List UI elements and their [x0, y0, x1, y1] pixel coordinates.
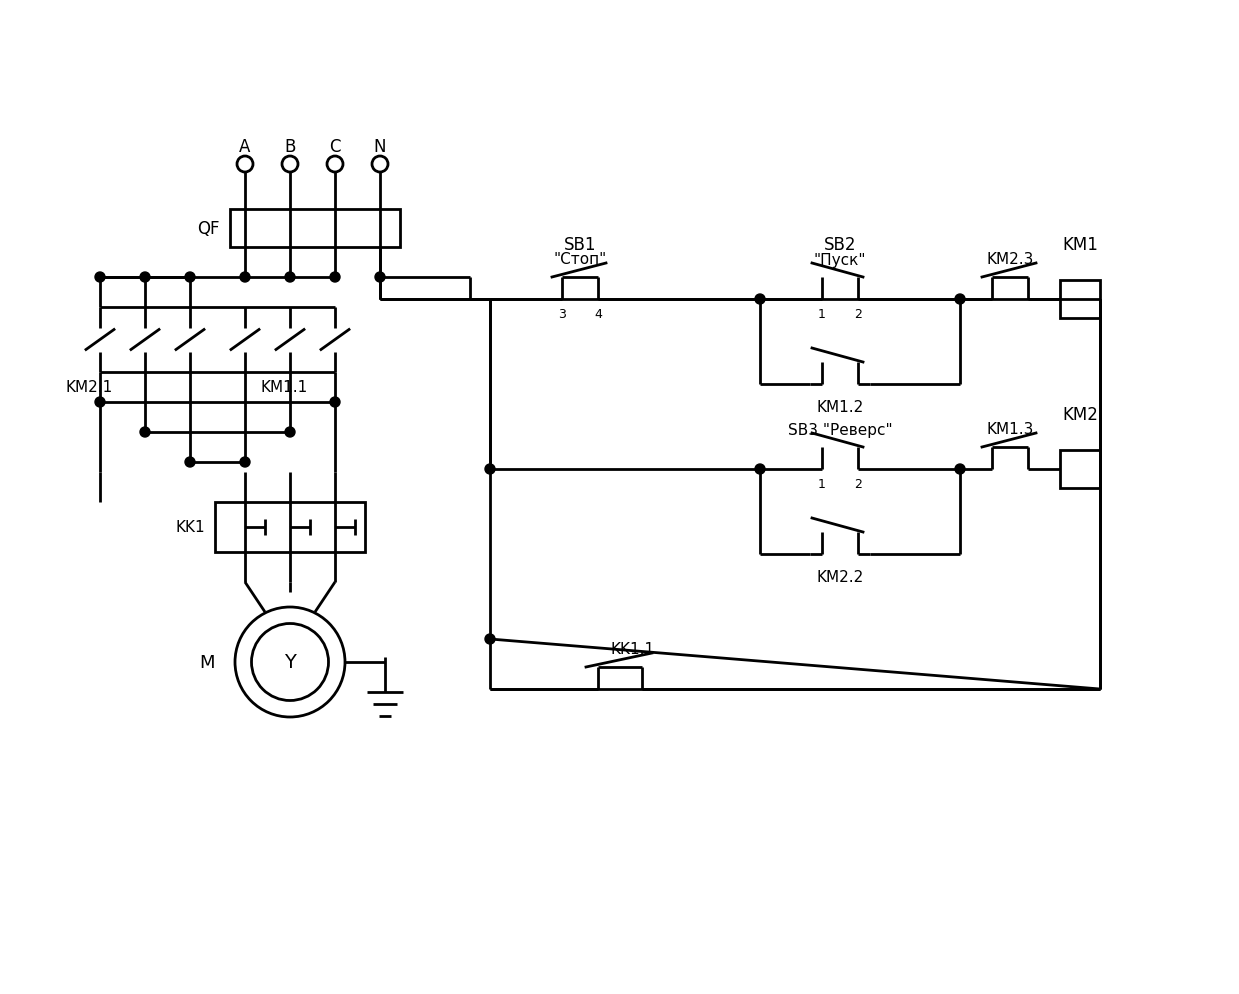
Text: 2: 2: [854, 307, 862, 320]
Text: KK1: KK1: [176, 520, 204, 535]
Circle shape: [484, 464, 496, 474]
Text: KM2.3: KM2.3: [986, 252, 1033, 267]
Text: KM1: KM1: [1062, 236, 1098, 253]
Circle shape: [955, 294, 965, 305]
Bar: [1061, 280, 1100, 319]
Bar: [1061, 450, 1100, 488]
Circle shape: [140, 427, 150, 437]
Circle shape: [484, 634, 496, 644]
Circle shape: [95, 272, 105, 282]
Text: KK1.1: KK1.1: [610, 642, 654, 657]
Text: M: M: [199, 653, 216, 671]
Text: SB2: SB2: [824, 236, 856, 253]
Circle shape: [375, 272, 385, 282]
Text: 1: 1: [818, 307, 826, 320]
Text: "Пуск": "Пуск": [814, 252, 866, 267]
Text: 1: 1: [818, 477, 826, 490]
Text: KM1.3: KM1.3: [986, 422, 1033, 437]
Circle shape: [285, 272, 295, 282]
Circle shape: [240, 272, 250, 282]
Text: "Стоп": "Стоп": [554, 252, 607, 267]
Text: 2: 2: [854, 477, 862, 490]
Circle shape: [330, 398, 339, 408]
Text: SB1: SB1: [564, 236, 596, 253]
Text: B: B: [284, 138, 296, 156]
Circle shape: [185, 272, 195, 282]
Bar: [216, 503, 366, 553]
Text: KM2.1: KM2.1: [64, 380, 113, 395]
Text: C: C: [330, 138, 341, 156]
Circle shape: [755, 294, 764, 305]
Circle shape: [955, 464, 965, 474]
Text: KM1.2: KM1.2: [817, 400, 864, 414]
Text: A: A: [239, 138, 250, 156]
Text: KM2: KM2: [1062, 406, 1098, 423]
Circle shape: [140, 272, 150, 282]
Circle shape: [330, 272, 339, 282]
Text: Y: Y: [284, 653, 296, 672]
Circle shape: [95, 398, 105, 408]
Text: 3: 3: [558, 307, 566, 320]
Text: 4: 4: [593, 307, 602, 320]
Text: KM2.2: KM2.2: [817, 569, 864, 583]
Circle shape: [285, 427, 295, 437]
Text: QF: QF: [197, 220, 221, 238]
Circle shape: [185, 457, 195, 467]
Circle shape: [240, 457, 250, 467]
Text: SB3 "Реверс": SB3 "Реверс": [788, 422, 892, 437]
Circle shape: [755, 464, 764, 474]
Text: N: N: [374, 138, 387, 156]
Text: KM1.1: KM1.1: [260, 380, 307, 395]
Bar: [230, 210, 400, 248]
